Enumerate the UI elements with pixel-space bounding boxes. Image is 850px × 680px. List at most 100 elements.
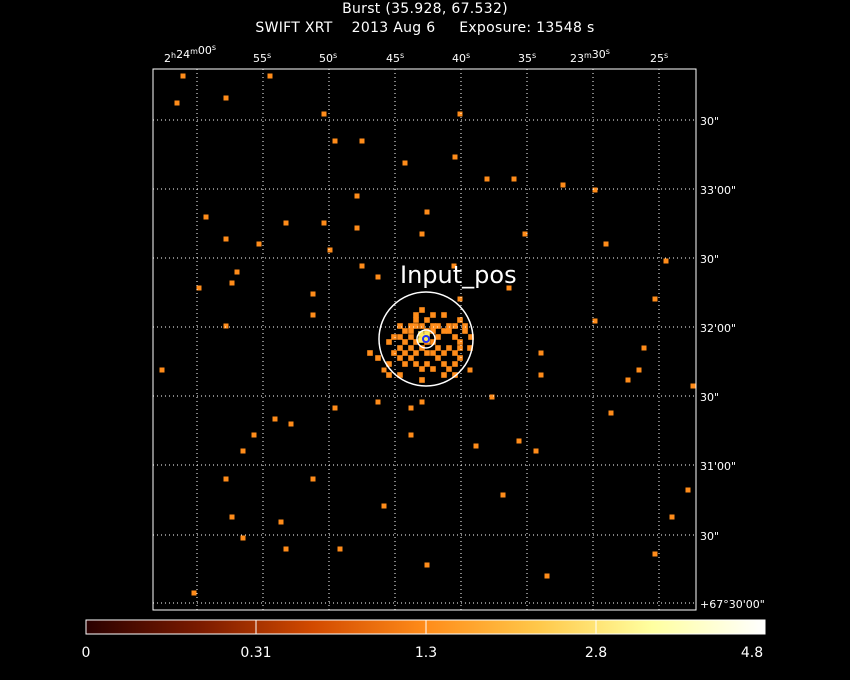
photon-pixel — [457, 339, 463, 345]
photon-pixel — [652, 296, 658, 302]
photon-pixel — [386, 339, 392, 345]
dec-tick-label: +67°30'00" — [700, 598, 765, 611]
colorbar-label: 0.31 — [240, 645, 271, 661]
photon-pixel — [435, 345, 441, 351]
photon-pixel — [408, 405, 414, 411]
center-marker — [422, 335, 430, 343]
photon-pixel — [441, 361, 447, 367]
photon-pixel — [424, 562, 430, 568]
photon-pixel — [229, 514, 235, 520]
photon-pixel — [452, 361, 458, 367]
photon-pixel — [391, 334, 397, 340]
bright-pixel — [424, 337, 430, 343]
photon-pixel — [457, 317, 463, 323]
image-frame — [152, 68, 697, 611]
instrument-label: SWIFT XRT — [255, 20, 333, 36]
photon-pixel — [484, 176, 490, 182]
photon-pixel — [354, 193, 360, 199]
dec-tick-label: 30" — [700, 253, 719, 266]
photon-pixel — [381, 367, 387, 373]
exposure-label: Exposure: 13548 s — [459, 20, 595, 36]
colorbar-label: 1.3 — [415, 645, 437, 661]
bright-pixel — [418, 331, 424, 337]
photon-pixel — [516, 438, 522, 444]
photon-pixel — [452, 154, 458, 160]
photon-pixel — [267, 73, 273, 79]
photon-pixel — [191, 590, 197, 596]
photon-pixel — [386, 361, 392, 367]
colorbar-ticks — [85, 620, 766, 634]
photon-pixel — [397, 334, 403, 340]
photon-pixel — [457, 355, 463, 361]
photon-pixel — [452, 334, 458, 340]
photon-pixel — [625, 377, 631, 383]
photon-pixel — [391, 350, 397, 356]
photon-pixel — [359, 263, 365, 269]
photon-pixel — [430, 339, 436, 345]
photon-pixel — [446, 328, 452, 334]
photon-pixel — [441, 372, 447, 378]
photon-pixel — [560, 182, 566, 188]
photon-pixel — [223, 95, 229, 101]
photon-pixel — [354, 225, 360, 231]
ra-tick-label: 50s — [319, 51, 337, 65]
photon-pixel — [196, 285, 202, 291]
photon-pixel — [375, 355, 381, 361]
ra-tick-label: 35s — [518, 51, 536, 65]
dec-tick-label: 30" — [700, 391, 719, 404]
photon-pixel — [430, 312, 436, 318]
colorbar-label: 4.8 — [741, 645, 763, 661]
photon-pixel — [408, 355, 414, 361]
photon-pixel — [441, 350, 447, 356]
photon-pixel — [489, 394, 495, 400]
photon-pixel — [457, 296, 463, 302]
photon-pixel — [669, 514, 675, 520]
ra-tick-label: 2h24m00s — [164, 43, 216, 65]
dec-axis-labels: 30" 33'00" 30" 32'00" 30" 31'00" 30" +67°30'00" — [700, 115, 765, 611]
photon-pixel — [332, 405, 338, 411]
dec-tick-label: 32'00" — [700, 322, 736, 335]
photon-pixel — [397, 355, 403, 361]
photon-pixel — [402, 160, 408, 166]
photon-pixel — [435, 355, 441, 361]
dec-tick-label: 33'00" — [700, 184, 736, 197]
photon-pixel — [408, 334, 414, 340]
photon-pixel — [408, 345, 414, 351]
photon-pixel — [310, 312, 316, 318]
photon-pixel — [446, 366, 452, 372]
photon-pixel — [283, 546, 289, 552]
photon-pixel — [592, 187, 598, 193]
photon-pixel — [424, 361, 430, 367]
photon-pixel — [223, 476, 229, 482]
photon-pixel — [381, 503, 387, 509]
photon-pixel — [397, 345, 403, 351]
photon-pixel — [419, 307, 425, 313]
photon-pixel — [413, 312, 419, 318]
photon-pixel — [327, 247, 333, 253]
photon-pixel — [278, 519, 284, 525]
photon-pixel — [641, 345, 647, 351]
photon-pixel — [375, 274, 381, 280]
bright-pixel — [424, 331, 430, 337]
photon-pixel — [451, 263, 457, 269]
photon-pixel — [467, 345, 473, 351]
ra-axis-labels: 2h24m00s 55s 50s 45s 40s 35s 23m30s 25s — [164, 43, 668, 65]
colorbar-label: 0 — [82, 645, 91, 661]
photon-pixel — [413, 361, 419, 367]
photon-pixel — [452, 372, 458, 378]
region-label: Input_pos — [400, 261, 517, 289]
photon-pixel — [457, 111, 463, 117]
photon-pixel — [359, 138, 365, 144]
photon-pixel — [685, 487, 691, 493]
photon-pixel — [430, 366, 436, 372]
photon-pixel — [468, 334, 474, 340]
photon-pixel — [413, 350, 419, 356]
photon-pixel — [533, 448, 539, 454]
colorbar-labels: 0 0.31 1.3 2.8 4.8 — [82, 645, 764, 661]
photon-pixel — [251, 432, 257, 438]
photon-pixel — [419, 323, 425, 329]
photon-pixel — [441, 328, 447, 334]
photon-pixel — [608, 410, 614, 416]
photon-pixel — [321, 111, 327, 117]
